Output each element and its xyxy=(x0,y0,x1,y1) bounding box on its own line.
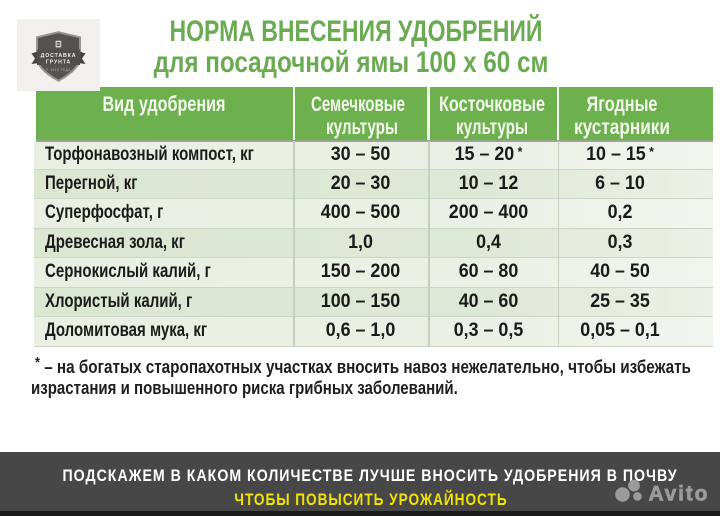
svg-text:ДОСТАВКА: ДОСТАВКА xyxy=(41,53,77,59)
svg-text:С 1910 ГОДА: С 1910 ГОДА xyxy=(46,68,71,72)
svg-text:Avito: Avito xyxy=(649,483,710,506)
svg-text:ГРУНТА: ГРУНТА xyxy=(46,59,71,65)
